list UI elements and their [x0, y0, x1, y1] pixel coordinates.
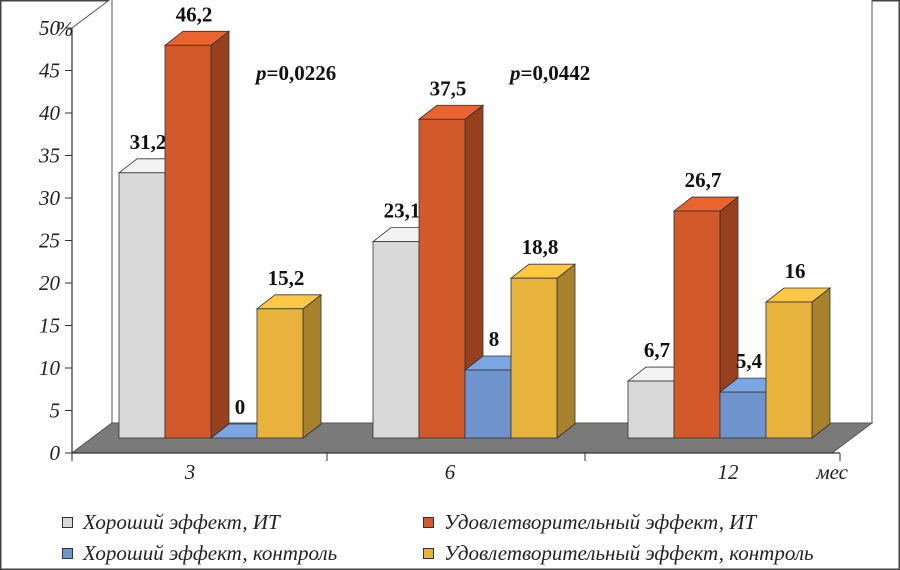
legend-label-satisfactory-control: Удовлетворительный эффект, контроль: [444, 540, 814, 565]
y-tick-label: 30: [38, 186, 61, 210]
y-tick-label: 0: [50, 441, 61, 465]
annotation: p=0,0226: [254, 61, 336, 85]
bar: [372, 241, 420, 439]
bar-side: [811, 287, 831, 439]
bar-side: [556, 263, 576, 439]
bar-side: [302, 293, 322, 439]
x-tick-label: 12: [718, 460, 740, 484]
legend-item-satisfactory-it: Удовлетворительный эффект, ИТ: [423, 510, 756, 534]
y-axis-label: %: [56, 17, 74, 41]
y-tick-label: 5: [50, 399, 61, 423]
y-tick-label: 35: [38, 144, 60, 168]
y-tick-label: 10: [39, 356, 61, 380]
data-label: 15,2: [268, 266, 305, 290]
y-tick-label: 15: [39, 314, 60, 338]
legend-label-good-it: Хороший эффект, ИТ: [83, 509, 280, 534]
data-label: 31,2: [130, 130, 167, 154]
y-tick-label: 45: [39, 59, 60, 83]
legend-item-good-it: Хороший эффект, ИТ: [62, 510, 280, 534]
bar: [164, 44, 212, 439]
data-label: 46,2: [176, 2, 213, 26]
data-label: 23,1: [384, 199, 421, 223]
legend-label-satisfactory-it: Удовлетворительный эффект, ИТ: [444, 509, 757, 534]
legend-item-good-control: Хороший эффект, контроль: [62, 541, 337, 565]
bar: [256, 308, 304, 439]
bar: [673, 210, 721, 439]
legend-item-satisfactory-control: Удовлетворительный эффект, контроль: [423, 541, 814, 565]
side-wall: [71, 0, 113, 454]
y-tick-label: 25: [39, 229, 60, 253]
data-label: 37,5: [430, 76, 467, 100]
x-axis-label: мес: [815, 460, 848, 484]
y-tick-label: 20: [39, 271, 61, 295]
data-label: 5,4: [736, 349, 763, 373]
bar: [765, 301, 813, 439]
legend-swatch-good-it: [62, 516, 73, 528]
bar: [627, 380, 675, 439]
x-tick-label: 3: [184, 460, 196, 484]
data-label: 8: [489, 327, 500, 351]
legend-label-good-control: Хороший эффект, контроль: [83, 540, 338, 565]
bar-side: [210, 30, 230, 439]
data-label: 26,7: [685, 168, 722, 192]
x-tick-label: 6: [445, 460, 456, 484]
legend-swatch-satisfactory-control: [423, 547, 434, 559]
y-tick-label: 50: [39, 16, 61, 40]
bar: [464, 369, 512, 439]
bar: [118, 172, 166, 439]
data-label: 18,8: [522, 235, 559, 259]
bar: [510, 277, 558, 439]
legend-swatch-satisfactory-it: [423, 516, 434, 528]
data-label: 0: [235, 395, 246, 419]
annotation: p=0,0442: [508, 61, 590, 85]
legend-swatch-good-control: [62, 547, 73, 559]
data-label: 16: [785, 259, 806, 283]
bar: [418, 118, 466, 439]
y-tick-label: 40: [39, 101, 61, 125]
data-label: 6,7: [644, 338, 670, 362]
bar: [719, 391, 767, 439]
